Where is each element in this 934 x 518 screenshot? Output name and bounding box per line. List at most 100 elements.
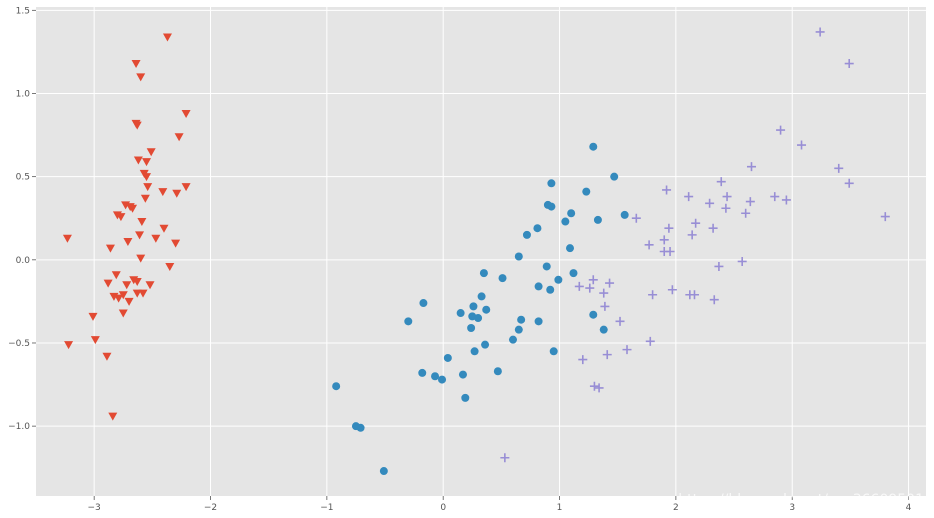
plus-point	[644, 240, 654, 250]
y-tick-label: −0.5	[8, 339, 30, 349]
plus-point	[631, 213, 641, 223]
plus-point	[834, 163, 844, 173]
y-tick-label: 1.5	[16, 6, 30, 16]
circle-point	[582, 187, 591, 196]
circle-point	[431, 372, 440, 381]
plus-point	[585, 283, 595, 293]
y-axis-ticks: 1.5 1.0 0.5 0.0 −0.5 −1.0	[8, 6, 36, 432]
triangle-point	[124, 297, 134, 306]
triangle-point	[172, 189, 182, 198]
plus-point	[622, 345, 632, 355]
circle-point	[498, 274, 507, 283]
triangle-point	[90, 336, 100, 345]
circle-point	[542, 262, 551, 271]
plus-point	[722, 192, 732, 202]
plus-point	[776, 125, 786, 135]
circle-point	[467, 324, 476, 333]
circle-point	[534, 282, 543, 291]
y-tick-label: 0.5	[16, 173, 30, 183]
triangle-point	[181, 109, 191, 118]
triangle-point	[103, 279, 113, 288]
plus-point	[689, 290, 699, 300]
watermark-text: https://blog.csdn.net/qq_36609501	[678, 492, 924, 508]
triangle-point	[133, 156, 143, 165]
triangle-point	[102, 352, 112, 361]
triangle-point	[145, 281, 155, 290]
triangle-point	[137, 218, 147, 227]
x-tick-label: −3	[88, 503, 101, 513]
plus-point	[716, 177, 726, 187]
triangle-point	[135, 231, 145, 240]
circle-point	[567, 209, 576, 218]
triangle-point	[151, 234, 161, 243]
triangle-point	[146, 148, 156, 157]
circle-point	[456, 309, 465, 318]
data-points	[62, 27, 890, 476]
circle-point	[589, 142, 598, 151]
circle-point	[418, 368, 427, 377]
x-tick-label: 0	[440, 503, 446, 513]
plus-point	[664, 223, 674, 233]
plus-point	[574, 281, 584, 291]
triangle-point	[132, 121, 142, 130]
plus-point	[770, 192, 780, 202]
triangle-point	[62, 234, 72, 243]
triangle-point	[171, 239, 181, 248]
plus-point	[588, 275, 598, 285]
circle-point	[356, 423, 365, 432]
circle-point	[514, 325, 523, 334]
circle-point	[610, 172, 619, 181]
y-tick-label: 0.0	[16, 256, 31, 266]
plus-point	[746, 162, 756, 172]
circle-point	[547, 179, 556, 188]
plus-point	[687, 230, 697, 240]
triangle-point	[142, 158, 152, 167]
x-axis-ticks: −3 −2 −1 0 1 2 3 4	[88, 496, 912, 513]
circle-point	[533, 224, 542, 233]
circle-point	[546, 285, 555, 294]
circle-point	[514, 252, 523, 261]
circle-point	[547, 202, 556, 211]
triangle-point	[118, 291, 128, 300]
circle-point	[554, 275, 563, 284]
triangle-point	[138, 289, 148, 298]
plot-area	[36, 7, 926, 496]
circle-point	[469, 302, 478, 311]
x-tick-label: 2	[673, 503, 679, 513]
circle-point	[534, 317, 543, 326]
circle-point	[474, 314, 483, 323]
circle-point	[589, 310, 598, 319]
triangle-point	[181, 183, 191, 192]
plus-point	[844, 178, 854, 188]
plus-point	[691, 218, 701, 228]
plus-point	[659, 235, 669, 245]
circle-point	[404, 317, 413, 326]
circle-point	[379, 467, 388, 476]
triangle-point	[105, 244, 115, 253]
circle-point	[599, 325, 608, 334]
plus-point	[721, 203, 731, 213]
circle-point	[461, 393, 470, 402]
circle-point	[593, 215, 602, 224]
triangle-point	[116, 213, 126, 222]
plus-point	[500, 453, 510, 463]
circle-point	[522, 230, 531, 239]
plus-point	[662, 185, 672, 195]
circle-point	[443, 353, 452, 362]
x-tick-label: 4	[906, 503, 912, 513]
plus-point	[844, 59, 854, 69]
triangle-point	[165, 262, 175, 271]
plus-point	[665, 247, 675, 256]
triangle-point	[142, 173, 152, 182]
triangle-point	[108, 412, 118, 421]
circle-point	[508, 335, 517, 344]
plus-point	[705, 198, 715, 208]
triangle-point	[136, 254, 146, 263]
plus-point	[797, 140, 807, 150]
x-tick-label: 1	[557, 503, 563, 513]
plus-point	[714, 261, 724, 271]
triangle-point	[123, 238, 133, 247]
plus-point	[615, 316, 625, 326]
plus-point	[880, 212, 890, 222]
